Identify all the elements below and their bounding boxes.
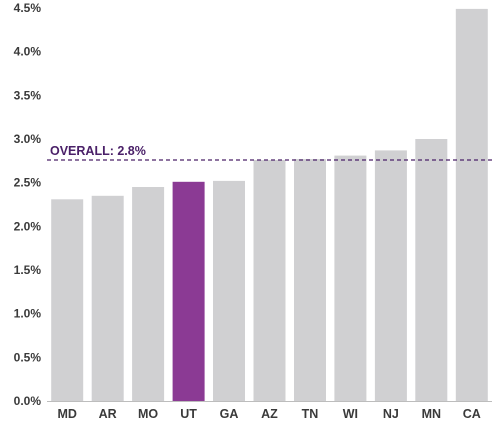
y-axis-ticks: 0.0% 0.5% 1.0% 1.5% 2.0% 2.5% 3.0% 3.5% 4.0% 4.5% — [14, 1, 42, 408]
x-axis-labels: MD AR MO UT GA AZ TN WI NJ MN CA — [57, 407, 480, 421]
y-tick-label: 0.0% — [14, 394, 42, 408]
x-tick-label-md: MD — [57, 407, 76, 421]
x-tick-label-mo: MO — [138, 407, 158, 421]
bar-az — [253, 160, 286, 401]
bar-nj — [374, 150, 407, 401]
x-tick-label-nj: NJ — [383, 407, 399, 421]
bar-md — [51, 199, 84, 401]
bar-ar — [91, 195, 124, 401]
x-tick-label-ar: AR — [99, 407, 117, 421]
x-tick-label-az: AZ — [261, 407, 278, 421]
bars-group — [51, 8, 488, 402]
y-tick-label: 3.0% — [14, 132, 42, 146]
y-tick-label: 2.0% — [14, 219, 42, 233]
bar-ca — [455, 8, 488, 402]
y-tick-label: 0.5% — [14, 350, 42, 364]
x-tick-label-ut: UT — [180, 407, 197, 421]
overall-reference-label: OVERALL: 2.8% — [50, 144, 146, 158]
bar-ut — [172, 181, 205, 401]
x-tick-label-wi: WI — [343, 407, 358, 421]
bar-wi — [334, 155, 367, 401]
y-tick-label: 3.5% — [14, 88, 42, 102]
x-tick-label-ga: GA — [220, 407, 239, 421]
y-tick-label: 4.5% — [14, 1, 42, 15]
y-tick-label: 1.5% — [14, 263, 42, 277]
x-tick-label-ca: CA — [463, 407, 481, 421]
bar-ga — [213, 180, 245, 401]
y-tick-label: 1.0% — [14, 307, 42, 321]
x-tick-label-tn: TN — [302, 407, 319, 421]
x-tick-label-mn: MN — [422, 407, 441, 421]
y-tick-label: 4.0% — [14, 45, 42, 59]
bar-tn — [294, 159, 326, 401]
y-tick-label: 2.5% — [14, 176, 42, 190]
bar-mo — [132, 187, 165, 401]
bar-mn — [415, 139, 448, 401]
